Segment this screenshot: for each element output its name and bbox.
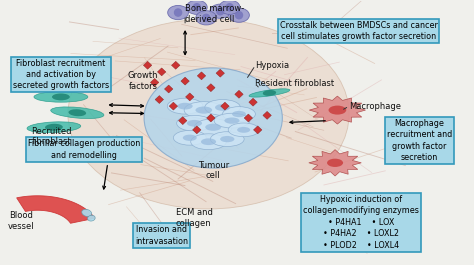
Ellipse shape: [228, 8, 249, 22]
Ellipse shape: [177, 115, 212, 131]
Ellipse shape: [88, 215, 95, 221]
Ellipse shape: [228, 123, 259, 137]
Ellipse shape: [235, 11, 243, 19]
Ellipse shape: [224, 117, 239, 124]
Polygon shape: [179, 117, 187, 125]
Polygon shape: [192, 126, 201, 134]
Ellipse shape: [216, 7, 225, 16]
Ellipse shape: [210, 132, 244, 147]
Ellipse shape: [205, 124, 221, 131]
Ellipse shape: [27, 122, 81, 133]
Polygon shape: [197, 72, 206, 80]
Text: Fibrillar collagen production
and remodelling: Fibrillar collagen production and remode…: [28, 139, 140, 160]
Ellipse shape: [168, 6, 189, 20]
Ellipse shape: [237, 127, 250, 133]
Ellipse shape: [173, 130, 206, 145]
Polygon shape: [249, 98, 257, 106]
Ellipse shape: [174, 8, 182, 17]
Polygon shape: [185, 93, 194, 101]
Ellipse shape: [205, 100, 240, 115]
Ellipse shape: [52, 94, 70, 100]
Text: Bone marrow-
derived cell: Bone marrow- derived cell: [185, 4, 245, 24]
Ellipse shape: [82, 209, 91, 217]
Ellipse shape: [45, 124, 63, 131]
Ellipse shape: [195, 107, 212, 114]
Polygon shape: [144, 61, 152, 69]
Ellipse shape: [183, 135, 197, 141]
Ellipse shape: [214, 113, 250, 128]
Ellipse shape: [194, 119, 232, 136]
Polygon shape: [155, 96, 164, 104]
Text: Tumour
cell: Tumour cell: [198, 161, 229, 180]
Ellipse shape: [219, 0, 240, 14]
Polygon shape: [181, 77, 189, 85]
Polygon shape: [172, 61, 180, 69]
Ellipse shape: [178, 103, 192, 109]
Polygon shape: [244, 114, 253, 122]
Text: Growth
factors: Growth factors: [128, 71, 158, 91]
Text: Invasion and
intravasation: Invasion and intravasation: [135, 225, 188, 246]
Ellipse shape: [68, 19, 349, 209]
Polygon shape: [263, 111, 271, 119]
Ellipse shape: [232, 111, 246, 117]
Ellipse shape: [187, 120, 202, 127]
Ellipse shape: [220, 136, 235, 142]
Ellipse shape: [184, 102, 224, 118]
Text: Crosstalk between BMDSCs and cancer
cell stimulates growth factor secretion: Crosstalk between BMDSCs and cancer cell…: [280, 21, 438, 41]
Ellipse shape: [201, 138, 216, 145]
Ellipse shape: [223, 107, 255, 121]
FancyArrowPatch shape: [290, 121, 325, 123]
Polygon shape: [235, 90, 243, 98]
Ellipse shape: [249, 89, 290, 97]
Ellipse shape: [215, 104, 230, 111]
Text: Blood
vessel: Blood vessel: [8, 211, 35, 231]
Ellipse shape: [210, 4, 231, 18]
Text: Macrophage: Macrophage: [349, 102, 401, 111]
Ellipse shape: [327, 159, 343, 167]
Polygon shape: [221, 102, 229, 110]
Ellipse shape: [186, 0, 207, 14]
Ellipse shape: [144, 68, 283, 168]
Ellipse shape: [328, 105, 346, 114]
Ellipse shape: [167, 98, 203, 114]
Polygon shape: [207, 84, 215, 92]
Ellipse shape: [192, 3, 201, 12]
Polygon shape: [157, 68, 166, 76]
Polygon shape: [309, 96, 365, 124]
Text: Hypoxic induction of
collagen-modifying enzymes
• P4HA1    • LOX
• P4HA2    • LO: Hypoxic induction of collagen-modifying …: [303, 195, 419, 250]
Polygon shape: [150, 78, 159, 86]
FancyArrowPatch shape: [109, 104, 144, 107]
Ellipse shape: [225, 3, 234, 12]
Ellipse shape: [191, 134, 227, 150]
Ellipse shape: [202, 14, 210, 22]
Text: ECM and
collagen: ECM and collagen: [176, 209, 213, 228]
Text: Macrophage
recruitment and
growth factor
secretion: Macrophage recruitment and growth factor…: [387, 119, 452, 162]
Polygon shape: [207, 114, 215, 122]
Polygon shape: [309, 150, 361, 176]
Polygon shape: [254, 126, 262, 134]
FancyArrowPatch shape: [109, 112, 144, 115]
Text: Hypoxia: Hypoxia: [255, 61, 290, 70]
Polygon shape: [164, 85, 173, 93]
Polygon shape: [17, 196, 95, 223]
Polygon shape: [216, 69, 225, 77]
Text: Resident fibroblast: Resident fibroblast: [255, 79, 335, 88]
Text: Fibroblast recruitment
and activation by
secreted growth factors: Fibroblast recruitment and activation by…: [13, 59, 109, 90]
Ellipse shape: [34, 92, 88, 102]
FancyArrowPatch shape: [184, 31, 186, 55]
Text: Recruited
fibroblast: Recruited fibroblast: [31, 127, 72, 146]
Ellipse shape: [196, 11, 217, 25]
Ellipse shape: [263, 90, 276, 96]
Ellipse shape: [51, 107, 104, 118]
Polygon shape: [169, 102, 178, 110]
FancyArrowPatch shape: [103, 166, 107, 189]
Ellipse shape: [68, 109, 86, 116]
